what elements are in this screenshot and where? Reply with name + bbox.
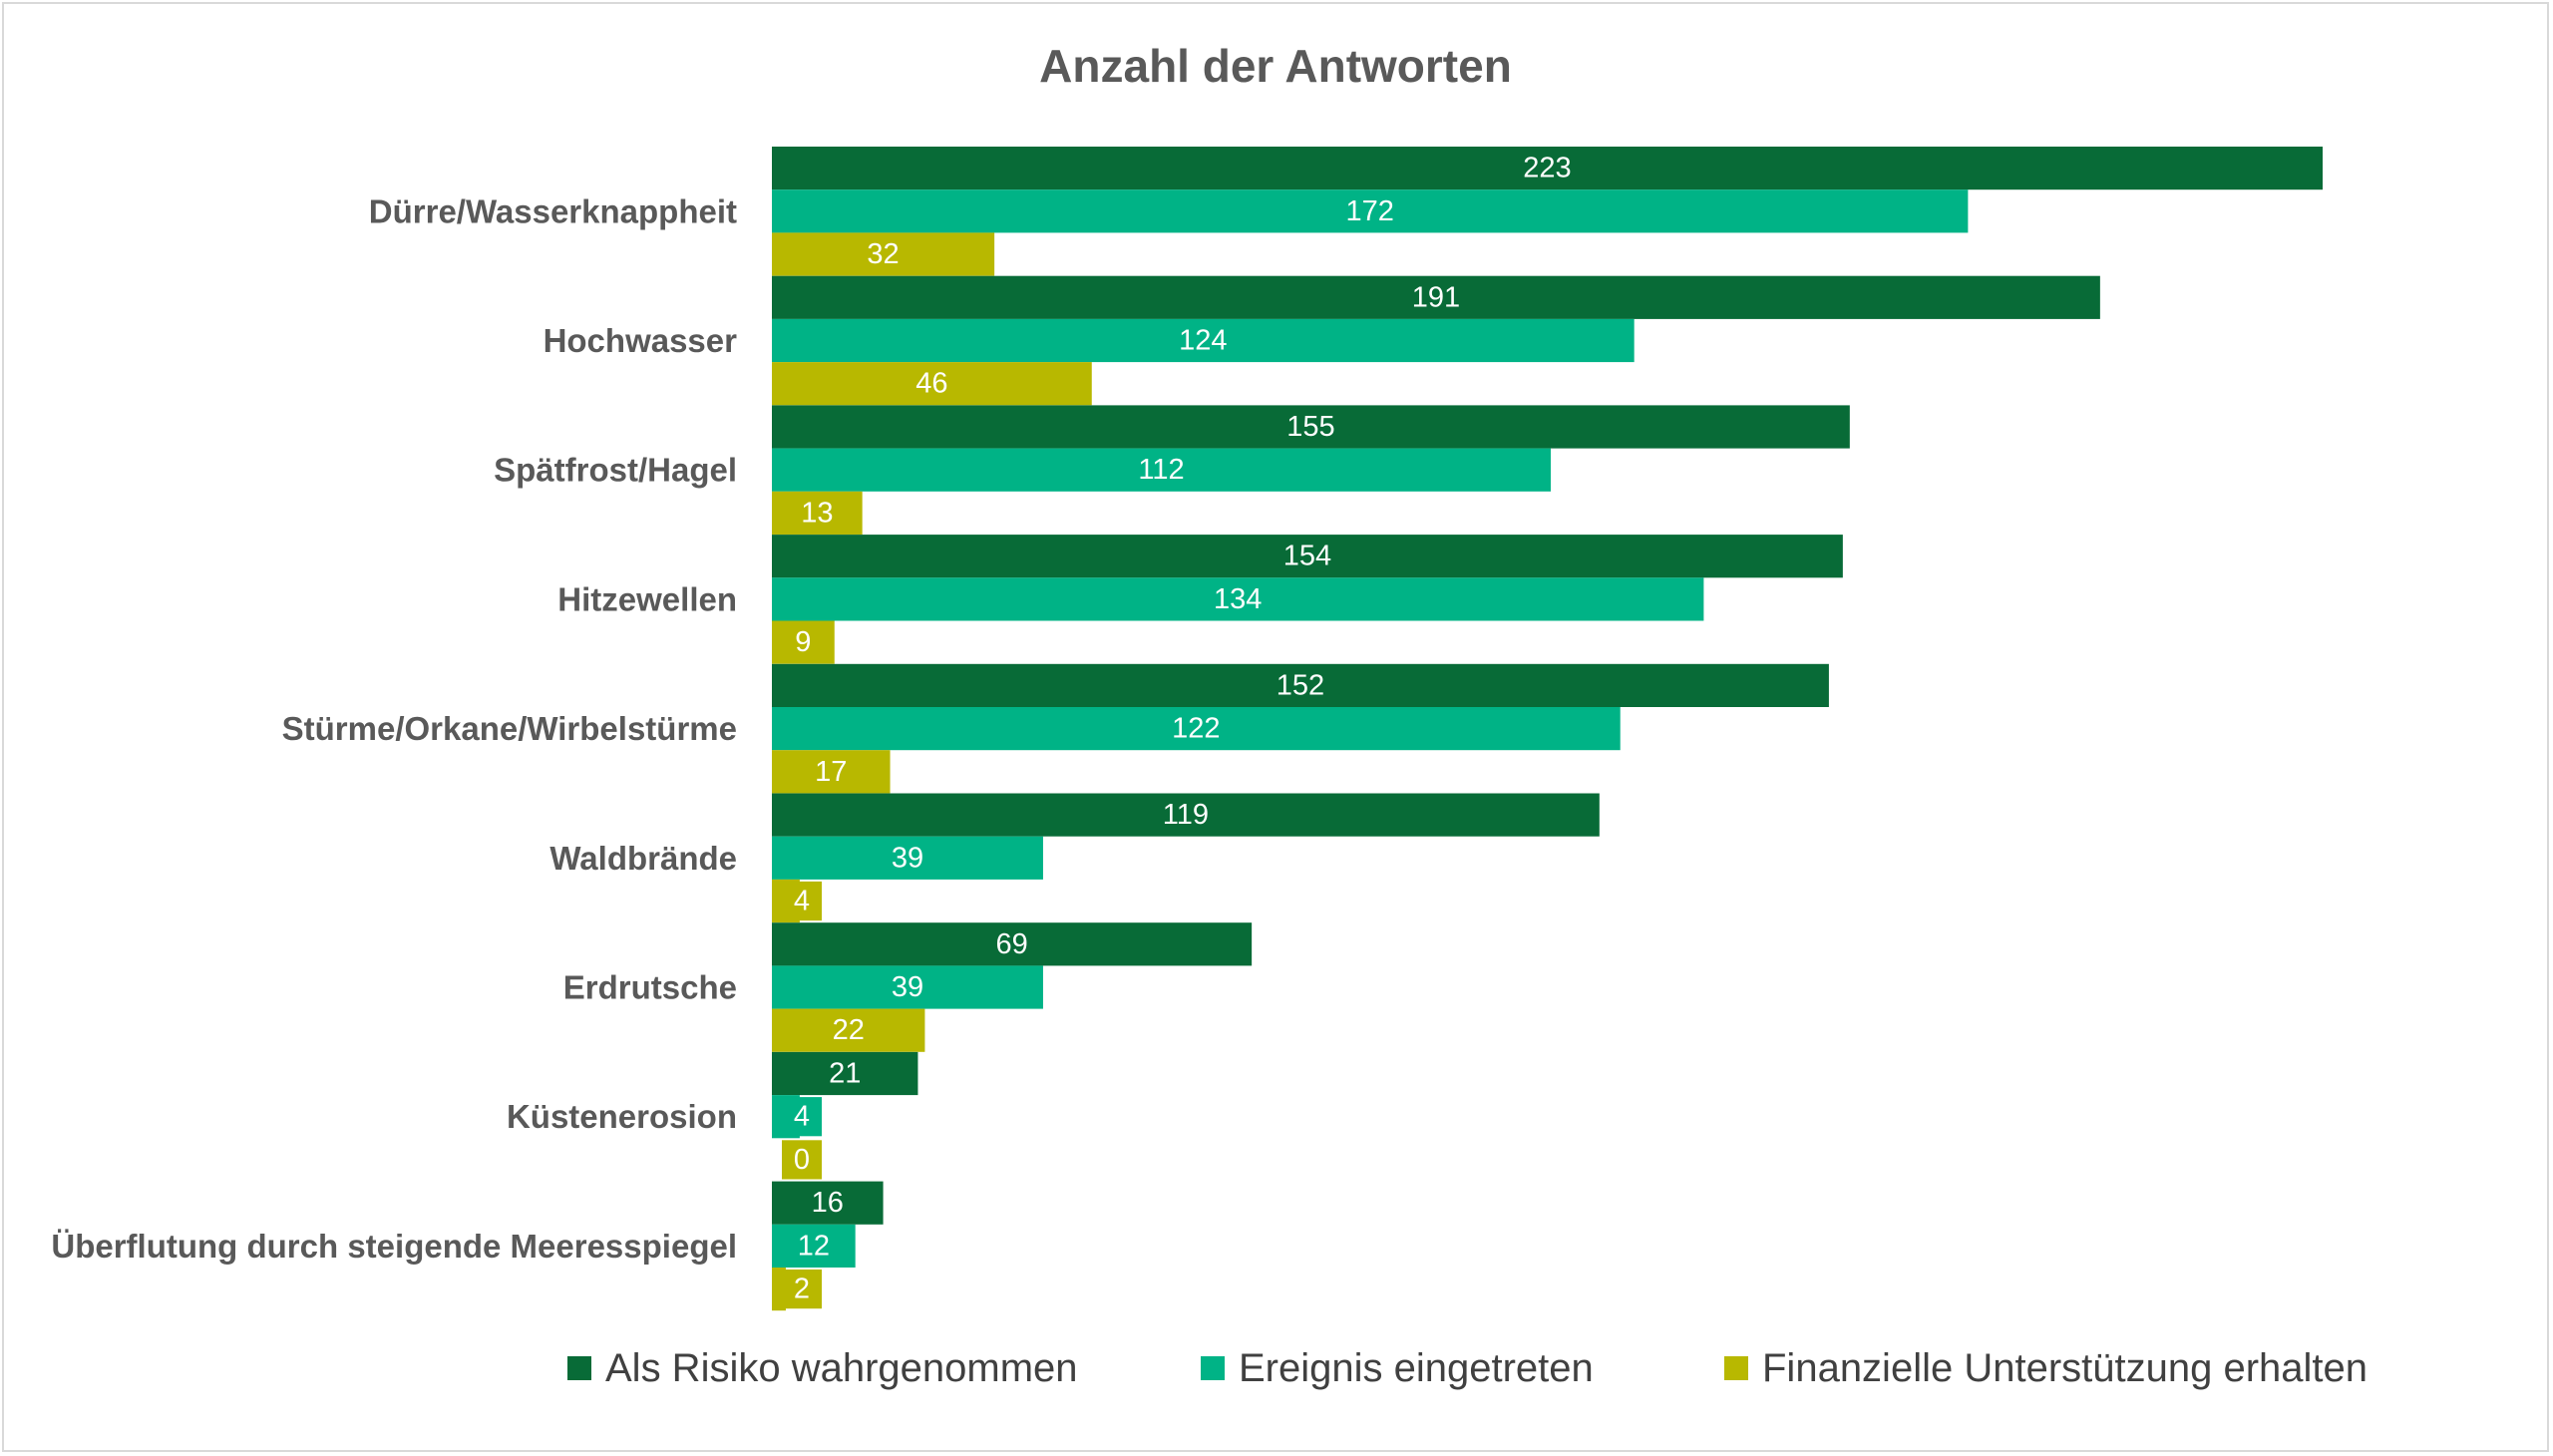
data-label: 46: [915, 368, 947, 400]
chart-title: Anzahl der Antworten: [1039, 40, 1512, 92]
bar: [772, 1008, 925, 1052]
horizontal-bar-chart: Anzahl der Antworten Dürre/Wasserknapphe…: [51, 40, 2368, 1390]
category-label: Hitzewellen: [557, 580, 737, 617]
data-label: 39: [892, 842, 923, 874]
bar: [772, 535, 1843, 578]
category-label: Überflutung durch steigende Meeresspiege…: [51, 1228, 737, 1265]
bar: [772, 836, 1043, 880]
bar: [772, 1051, 918, 1096]
data-label: 191: [1412, 281, 1460, 313]
bar: [772, 405, 1850, 449]
data-label: 12: [798, 1230, 830, 1262]
category-label: Dürre/Wasserknappheit: [369, 192, 737, 229]
data-label-background: [782, 1140, 822, 1180]
legend-label: Als Risiko wahrgenommen: [605, 1346, 1078, 1390]
data-label: 134: [1214, 583, 1262, 615]
data-label: 39: [892, 971, 923, 1003]
bar: [772, 232, 995, 276]
bar: [772, 147, 2323, 190]
bar: [772, 577, 1704, 621]
data-label: 124: [1179, 325, 1227, 357]
category-label: Stürme/Orkane/Wirbelstürme: [282, 710, 737, 747]
data-label: 4: [794, 1101, 810, 1133]
bar: [772, 362, 1092, 406]
bar: [772, 275, 2100, 319]
bar: [772, 750, 891, 794]
category-label: Küstenerosion: [507, 1098, 737, 1135]
data-label-background: [782, 1097, 822, 1137]
legend-label: Finanzielle Unterstützung erhalten: [1762, 1346, 2368, 1390]
bar: [772, 448, 1551, 492]
bar: [772, 922, 1253, 966]
data-label-background: [782, 1270, 822, 1309]
bar: [772, 793, 1600, 837]
data-label: 155: [1286, 411, 1334, 443]
legend: Als Risiko wahrgenommen Ereignis eingetre…: [567, 1346, 2368, 1390]
data-label: 32: [867, 238, 899, 270]
legend-swatch: [567, 1356, 591, 1380]
data-label: 22: [833, 1014, 865, 1046]
category-label: Erdrutsche: [563, 969, 737, 1006]
data-label: 21: [829, 1058, 861, 1090]
data-label-background: [782, 881, 822, 921]
bar: [772, 965, 1043, 1009]
data-label: 2: [794, 1274, 810, 1305]
data-labels: 2231723219112446155112131541349152122171…: [782, 153, 1572, 1309]
bars: [772, 147, 2323, 1311]
bar: [772, 1224, 856, 1268]
data-label: 4: [794, 886, 810, 917]
bar: [772, 491, 863, 535]
bar: [772, 707, 1621, 751]
category-label: Waldbrände: [549, 840, 737, 877]
data-label: 16: [812, 1187, 844, 1219]
bar: [772, 620, 835, 664]
data-label: 112: [1138, 454, 1184, 486]
bar: [772, 1181, 884, 1225]
data-label: 119: [1163, 799, 1209, 831]
bar: [772, 189, 1969, 233]
data-label: 17: [815, 756, 847, 788]
data-label: 154: [1283, 541, 1331, 572]
bar: [772, 663, 1829, 707]
data-label: 0: [794, 1144, 810, 1176]
bar: [772, 318, 1635, 363]
data-label: 122: [1172, 713, 1220, 745]
data-label: 223: [1523, 153, 1571, 184]
category-label: Spätfrost/Hagel: [494, 452, 737, 489]
legend-label: Ereignis eingetreten: [1239, 1346, 1594, 1390]
data-label: 9: [795, 626, 811, 658]
data-label: 13: [801, 497, 833, 529]
data-label: 69: [995, 928, 1027, 960]
category-labels: Dürre/Wasserknappheit Hochwasser Spätfrost…: [51, 192, 737, 1265]
data-label: 172: [1345, 195, 1393, 227]
legend-swatch: [1724, 1356, 1748, 1380]
category-label: Hochwasser: [544, 322, 738, 359]
legend-swatch: [1201, 1356, 1225, 1380]
data-label: 152: [1276, 669, 1324, 701]
